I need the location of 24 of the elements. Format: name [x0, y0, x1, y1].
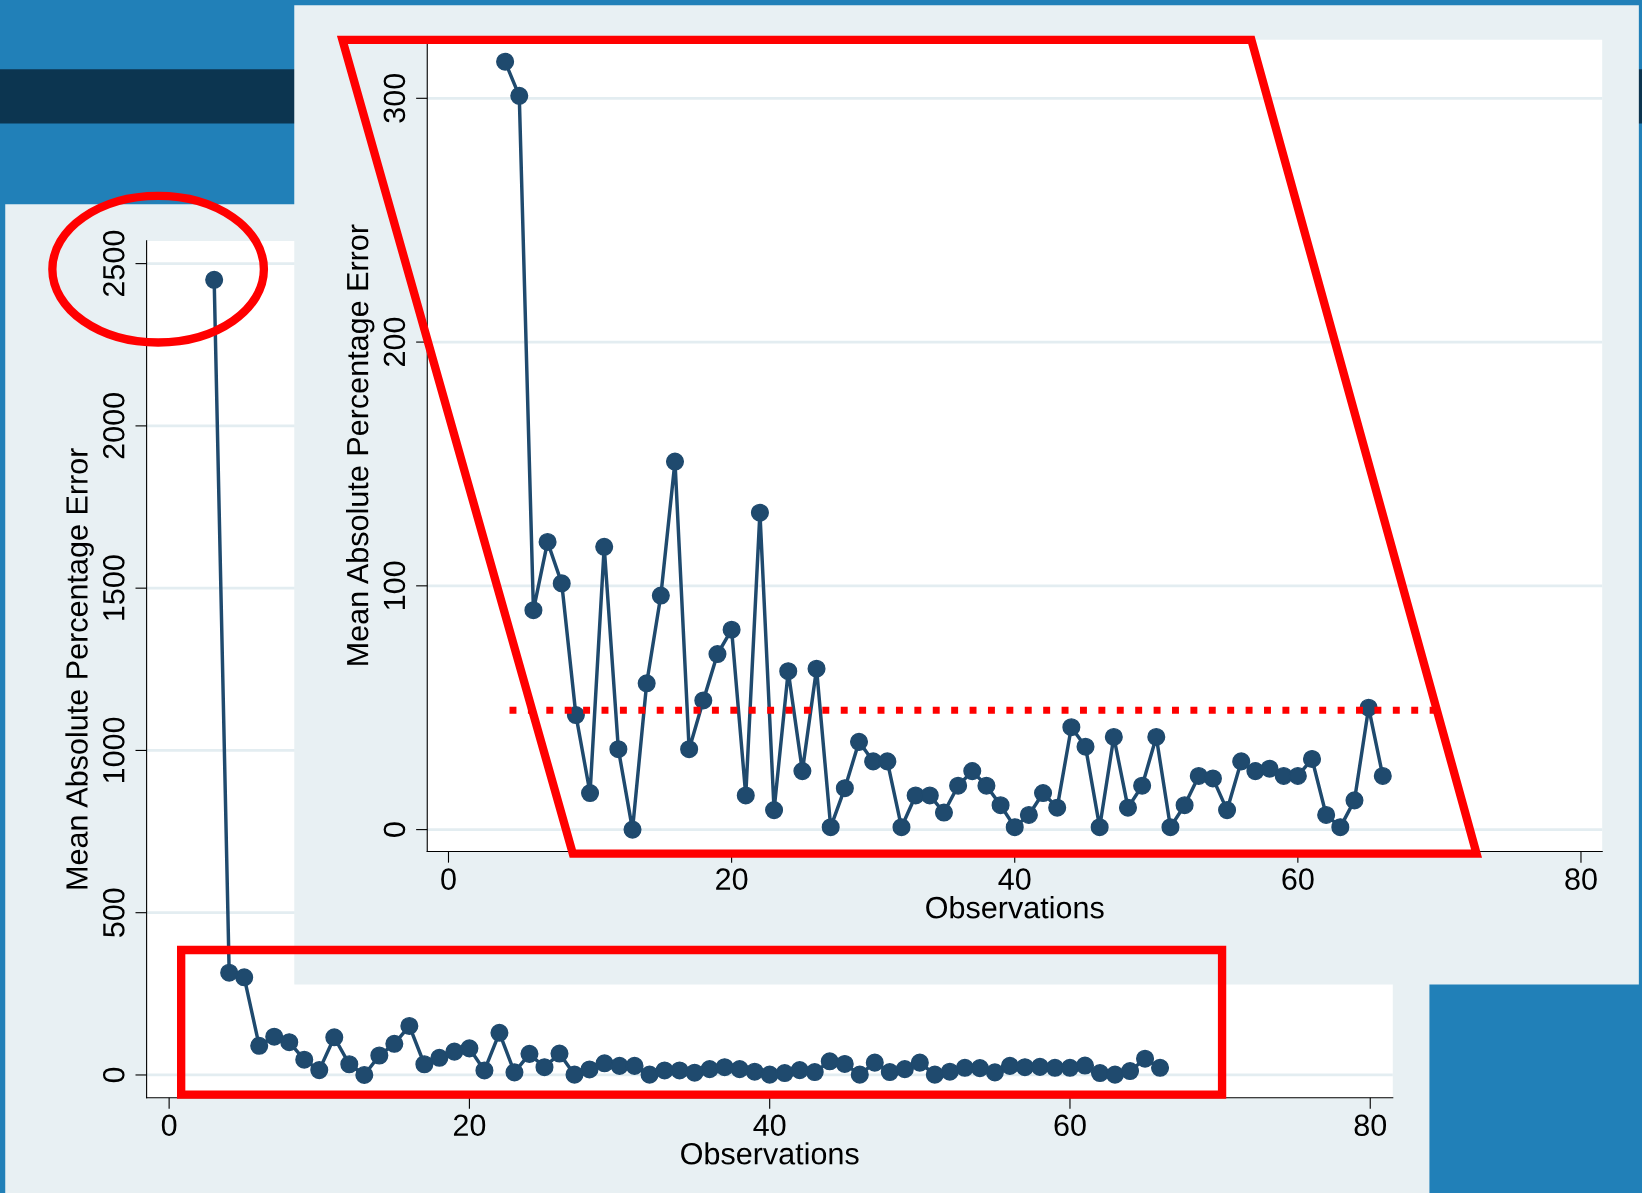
x-tick-label: 20	[453, 1114, 486, 1137]
x-tick-label: 80	[1565, 868, 1597, 890]
x-tick-label: 80	[1354, 1114, 1387, 1137]
x-axis-title: Observations	[681, 1142, 859, 1165]
y-tick-label: 300	[383, 74, 406, 123]
y-axis-title: Mean Absolute Percentage Error	[345, 224, 375, 665]
y-tick-label: 1000	[102, 717, 125, 783]
x-tick-label: 60	[1054, 1114, 1086, 1137]
y-tick-label: 500	[102, 888, 125, 937]
x-tick-label: 60	[1282, 868, 1314, 890]
y-tick-label: 2500	[102, 230, 125, 297]
y-axis-title: Mean Absolute Percentage Error	[65, 448, 94, 889]
x-tick-label: 0	[441, 868, 456, 890]
y-tick-label: 200	[383, 317, 406, 367]
y-tick-label: 1500	[102, 555, 125, 620]
x-tick-label: 0	[161, 1114, 177, 1137]
x-axis-title: Observations	[926, 896, 1104, 919]
x-tick-label: 20	[716, 868, 748, 890]
y-tick-label: 2000	[102, 393, 125, 459]
x-tick-label: 40	[998, 868, 1031, 890]
x-tick-label: 40	[753, 1114, 786, 1137]
y-tick-label: 0	[102, 1067, 125, 1083]
y-tick-label: 100	[383, 561, 406, 609]
y-tick-label: 0	[383, 822, 406, 837]
